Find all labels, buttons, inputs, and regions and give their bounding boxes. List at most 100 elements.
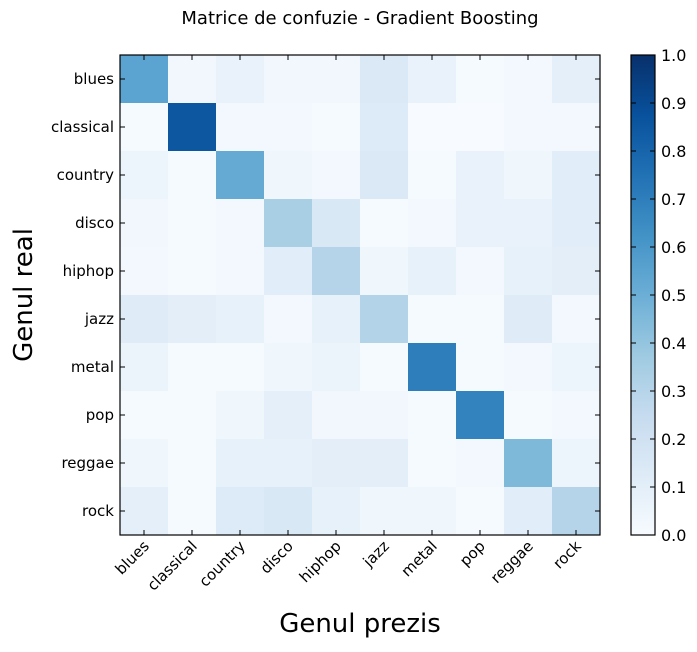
x-tick-label: blues bbox=[112, 537, 153, 578]
heatmap-cell bbox=[264, 199, 313, 248]
heatmap-cell bbox=[216, 151, 265, 200]
colorbar: 0.0 0.1 0.2 0.3 0.4 0.5 0.6 0.7 0.8 0.9 1.0 bbox=[630, 46, 686, 545]
heatmap-cell bbox=[456, 103, 505, 152]
heatmap-cell bbox=[360, 439, 409, 488]
heatmap-cell bbox=[216, 103, 265, 152]
colorbar-tick-label: 0.9 bbox=[661, 94, 686, 113]
heatmap-cell bbox=[168, 199, 217, 248]
heatmap-cell bbox=[360, 151, 409, 200]
colorbar-tick-label: 0.4 bbox=[661, 334, 686, 353]
heatmap-cell bbox=[504, 247, 553, 296]
heatmap-cell bbox=[504, 103, 553, 152]
y-tick-label: rock bbox=[82, 502, 114, 520]
heatmap-cell bbox=[120, 247, 169, 296]
heatmap-cell bbox=[264, 247, 313, 296]
heatmap-cell bbox=[408, 343, 457, 392]
heatmap-cell bbox=[168, 55, 217, 104]
heatmap-cell bbox=[264, 343, 313, 392]
heatmap-cell bbox=[456, 391, 505, 440]
heatmap-cell bbox=[360, 295, 409, 344]
heatmap-cell bbox=[168, 391, 217, 440]
heatmap-cell bbox=[264, 391, 313, 440]
heatmap-cell bbox=[312, 103, 361, 152]
y-tick-label: disco bbox=[75, 214, 114, 232]
heatmap-cell bbox=[168, 247, 217, 296]
heatmap-cell bbox=[504, 55, 553, 104]
heatmap-cell bbox=[120, 199, 169, 248]
heatmap-cell bbox=[216, 487, 265, 536]
heatmap-cell bbox=[216, 439, 265, 488]
heatmap-cell bbox=[312, 343, 361, 392]
heatmap-cell bbox=[456, 247, 505, 296]
heatmap-cell bbox=[552, 247, 601, 296]
heatmap-cell bbox=[168, 151, 217, 200]
colorbar-tick-label: 0.0 bbox=[661, 526, 686, 545]
heatmap-cell bbox=[216, 199, 265, 248]
heatmap-cell bbox=[408, 487, 457, 536]
heatmap-cell bbox=[408, 247, 457, 296]
heatmap-cell bbox=[504, 199, 553, 248]
heatmap-cell bbox=[264, 151, 313, 200]
x-tick-label: country bbox=[196, 537, 249, 590]
heatmap-cell bbox=[312, 247, 361, 296]
heatmap-cell bbox=[312, 295, 361, 344]
colorbar-tick-label: 0.1 bbox=[661, 478, 686, 497]
colorbar-tick-label: 0.2 bbox=[661, 430, 686, 449]
heatmap-cell bbox=[312, 439, 361, 488]
heatmap-cell bbox=[264, 55, 313, 104]
heatmap-cell bbox=[456, 151, 505, 200]
heatmap-cell bbox=[552, 199, 601, 248]
heatmap-cell bbox=[552, 439, 601, 488]
heatmap-cell bbox=[120, 151, 169, 200]
heatmap-cell bbox=[504, 439, 553, 488]
y-ticks: blues classical country disco hiphop jazz meta… bbox=[51, 70, 600, 520]
chart-title: Matrice de confuzie - Gradient Boosting bbox=[181, 8, 538, 29]
heatmap-cell bbox=[216, 247, 265, 296]
heatmap-cell bbox=[408, 439, 457, 488]
x-tick-label: classical bbox=[144, 537, 201, 594]
colorbar-tick-label: 0.7 bbox=[661, 190, 686, 209]
colorbar-ticks: 0.0 0.1 0.2 0.3 0.4 0.5 0.6 0.7 0.8 0.9 1.0 bbox=[631, 46, 686, 545]
heatmap-cell bbox=[360, 487, 409, 536]
heatmap-cell bbox=[120, 487, 169, 536]
heatmap-cell bbox=[312, 151, 361, 200]
heatmap-cell bbox=[504, 391, 553, 440]
heatmap-cell bbox=[120, 55, 169, 104]
heatmap-cell bbox=[456, 343, 505, 392]
x-tick-label: hiphop bbox=[296, 537, 345, 586]
heatmap-cell bbox=[312, 391, 361, 440]
heatmap-cell bbox=[216, 391, 265, 440]
heatmap-cell bbox=[168, 343, 217, 392]
heatmap-cell bbox=[456, 55, 505, 104]
heatmap-cell bbox=[552, 55, 601, 104]
heatmap-cell bbox=[504, 151, 553, 200]
heatmap-cell bbox=[552, 343, 601, 392]
heatmap-cells bbox=[120, 55, 601, 536]
y-tick-label: classical bbox=[51, 118, 114, 136]
heatmap-cell bbox=[360, 247, 409, 296]
heatmap-cell bbox=[360, 103, 409, 152]
colorbar-tick-label: 1.0 bbox=[661, 46, 686, 65]
heatmap-cell bbox=[408, 391, 457, 440]
heatmap-cell bbox=[216, 55, 265, 104]
heatmap-cell bbox=[120, 343, 169, 392]
y-tick-label: jazz bbox=[84, 310, 114, 328]
colorbar-tick-label: 0.6 bbox=[661, 238, 686, 257]
heatmap-cell bbox=[168, 439, 217, 488]
heatmap-cell bbox=[456, 199, 505, 248]
heatmap-cell bbox=[456, 487, 505, 536]
heatmap-cell bbox=[360, 391, 409, 440]
heatmap-cell bbox=[504, 295, 553, 344]
heatmap-cell bbox=[120, 103, 169, 152]
x-tick-label: jazz bbox=[359, 537, 393, 571]
heatmap-cell bbox=[408, 103, 457, 152]
heatmap-cell bbox=[264, 295, 313, 344]
heatmap-cell bbox=[312, 487, 361, 536]
x-tick-label: reggae bbox=[487, 537, 537, 587]
colorbar-tick-label: 0.5 bbox=[661, 286, 686, 305]
heatmap-cell bbox=[264, 487, 313, 536]
y-tick-label: country bbox=[57, 166, 114, 184]
heatmap-cell bbox=[264, 439, 313, 488]
